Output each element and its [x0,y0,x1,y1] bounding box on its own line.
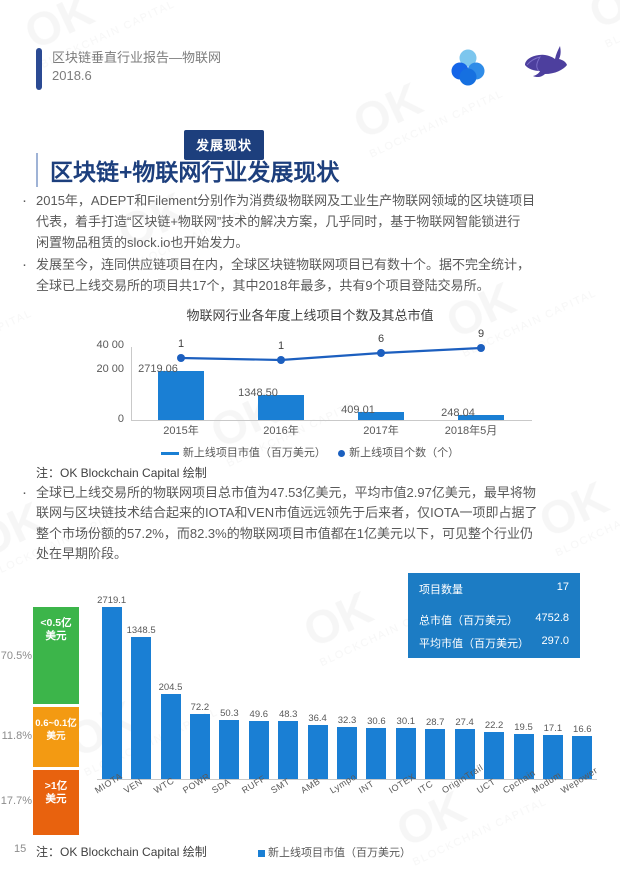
svg-text:1: 1 [278,340,284,352]
svg-text:6: 6 [378,333,384,345]
svg-text:1: 1 [178,338,184,350]
svg-text:9: 9 [478,328,484,340]
